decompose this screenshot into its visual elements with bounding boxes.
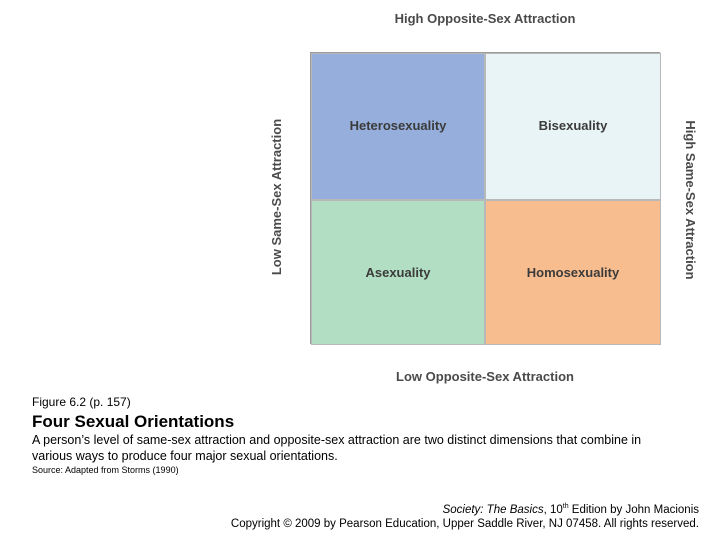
edition-author: Edition by John Macionis	[568, 503, 699, 516]
edition-prefix: , 10	[543, 503, 563, 516]
cell-heterosexuality: Heterosexuality	[311, 53, 485, 200]
axis-label-top: High Opposite-Sex Attraction	[394, 11, 576, 26]
axis-label-bottom: Low Opposite-Sex Attraction	[396, 369, 574, 384]
cell-label: Homosexuality	[526, 265, 620, 280]
axis-label-left: Low Same-Sex Attraction	[269, 118, 284, 276]
cell-label: Bisexuality	[538, 117, 608, 133]
cell-label: Heterosexuality	[349, 117, 447, 133]
figure-description: A person’s level of same-sex attraction …	[32, 433, 642, 463]
orientation-grid: Heterosexuality Bisexuality Asexuality H…	[310, 52, 661, 345]
edition-suffix: th	[562, 503, 569, 510]
axis-label-right: High Same-Sex Attraction	[683, 120, 698, 280]
copyright-line: Copyright © 2009 by Pearson Education, U…	[230, 517, 699, 530]
book-title: Society: The Basics	[442, 503, 544, 516]
figure-source: Source: Adapted from Storms (1990)	[32, 465, 179, 475]
book-credit-line: Society: The Basics, 10th Edition by Joh…	[231, 500, 699, 517]
cell-bisexuality: Bisexuality	[485, 53, 661, 200]
cell-label: Asexuality	[365, 265, 431, 280]
publisher-credit: Society: The Basics, 10th Edition by Joh…	[231, 500, 699, 531]
cell-homosexuality: Homosexuality	[485, 200, 661, 345]
cell-asexuality: Asexuality	[311, 200, 485, 345]
figure-title: Four Sexual Orientations	[32, 412, 235, 431]
figure-label: Figure 6.2 (p. 157)	[32, 395, 131, 409]
